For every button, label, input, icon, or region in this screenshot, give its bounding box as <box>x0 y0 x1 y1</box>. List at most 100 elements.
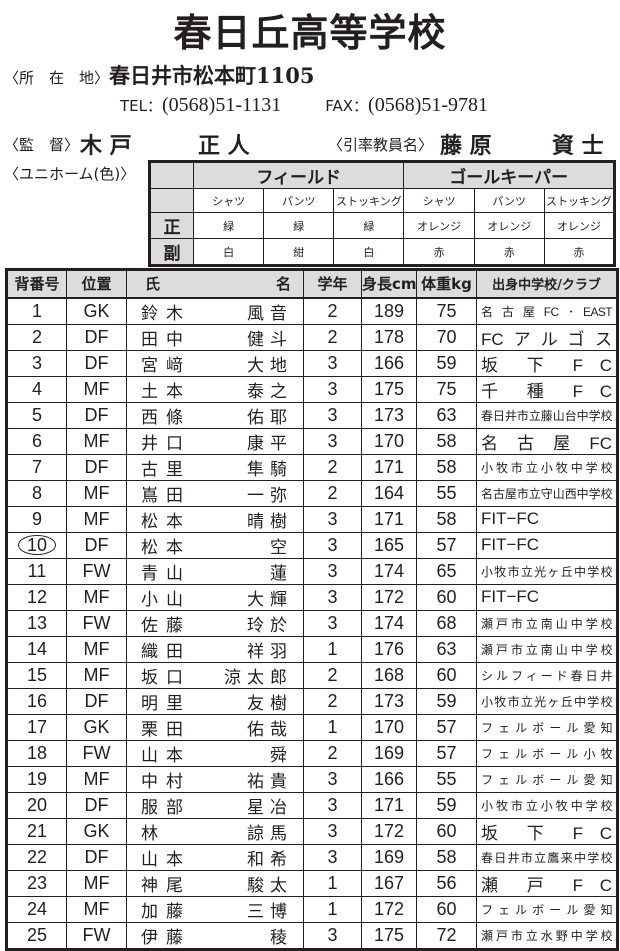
player-number: 5 <box>6 401 67 429</box>
player-name: 土本 泰之 <box>126 375 304 403</box>
table-row: 6 MF 井口 康平 3 170 58 名古屋FC <box>6 427 618 455</box>
player-name: 松本 晴樹 <box>126 505 304 533</box>
header-name-family: 氏 <box>145 275 161 294</box>
uniform-item-header: シャツ <box>403 188 475 213</box>
player-height: 171 <box>361 505 417 533</box>
player-height: 170 <box>361 713 417 741</box>
fax-label: FAX： <box>325 97 369 115</box>
uniform-table: フィールド ゴールキーパー シャツ パンツ ストッキング シャツ パンツ ストッキング 正… <box>148 160 616 267</box>
player-position: FW <box>66 557 127 585</box>
player-name: 松本 空 <box>126 531 304 559</box>
player-position: MF <box>66 765 127 793</box>
player-name: 佐藤 玲於 <box>126 609 304 637</box>
player-name: 坂口 涼太郎 <box>126 661 304 689</box>
player-position: MF <box>66 869 127 897</box>
player-position: MF <box>66 583 127 611</box>
player-name: 加藤 三博 <box>126 895 304 923</box>
player-grade: 3 <box>303 375 362 403</box>
player-weight: 58 <box>416 427 477 455</box>
player-club: FIT−FC <box>476 583 618 611</box>
roster-header-row: 背番号 位置 氏名 学年 身長cm 体重kg 出身中学校/クラブ <box>6 269 618 299</box>
header-name: 氏名 <box>126 269 304 299</box>
player-given-name: 稜 <box>270 927 293 947</box>
player-position: DF <box>66 323 127 351</box>
player-number: 23 <box>6 869 67 897</box>
tel-value: (0568)51-1131 <box>162 94 282 116</box>
fax-value: (0568)51-9781 <box>368 94 489 116</box>
player-weight: 58 <box>416 453 477 481</box>
player-grade: 3 <box>303 505 362 533</box>
player-family-name: 松本 <box>141 537 191 557</box>
player-position: DF <box>66 791 127 819</box>
player-weight: 72 <box>416 921 477 950</box>
captain-number: 10 <box>17 534 57 555</box>
player-club: 小牧市立小牧中学校 <box>476 791 618 819</box>
player-club: フェルボール愛知 <box>476 895 618 923</box>
player-grade: 3 <box>303 843 362 871</box>
player-given-name: 涼太郎 <box>224 667 293 687</box>
uniform-row: 副白紺白赤赤赤 <box>149 238 616 266</box>
player-number: 18 <box>6 739 67 767</box>
player-family-name: 佐藤 <box>141 615 191 635</box>
player-number: 17 <box>6 713 67 741</box>
address-line: 〈所 在 地〉 春日井市松本町1105 <box>4 60 314 90</box>
player-weight: 60 <box>416 583 477 611</box>
player-position: GK <box>66 297 127 325</box>
player-number: 12 <box>6 583 67 611</box>
player-number-text: 25 <box>26 924 48 945</box>
player-number: 21 <box>6 817 67 845</box>
player-number-text: 23 <box>26 872 48 893</box>
player-family-name: 鈴木 <box>141 303 191 323</box>
player-height: 176 <box>361 635 417 663</box>
player-weight: 57 <box>416 739 477 767</box>
player-name: 伊藤 稜 <box>126 921 304 950</box>
player-number: 7 <box>6 453 67 481</box>
player-height: 169 <box>361 843 417 871</box>
player-number-text: 21 <box>26 820 48 841</box>
player-number: 15 <box>6 661 67 689</box>
school-title: 春日丘高等学校 <box>173 11 447 55</box>
player-height: 169 <box>361 739 417 767</box>
player-club: 坂 下 F C <box>476 349 618 377</box>
player-position: MF <box>66 661 127 689</box>
uniform-color: 赤 <box>473 238 545 266</box>
player-grade: 1 <box>303 895 362 923</box>
table-row: 12 MF 小山 大輝 3 172 60 FIT−FC <box>6 583 618 611</box>
player-club: 瀬 戸 F C <box>476 869 618 897</box>
player-position: DF <box>66 401 127 429</box>
player-given-name: 隼騎 <box>247 459 293 479</box>
uniform-color: 赤 <box>543 238 616 266</box>
player-number-text: 15 <box>26 664 48 685</box>
player-number: 14 <box>6 635 67 663</box>
player-family-name: 服部 <box>141 797 191 817</box>
player-name: 青山 蓮 <box>126 557 304 585</box>
player-number-text: 7 <box>31 456 42 477</box>
player-grade: 2 <box>303 297 362 325</box>
player-number-text: 14 <box>26 638 48 659</box>
player-position: MF <box>66 895 127 923</box>
uniform-row-label: 副 <box>149 238 194 266</box>
table-row: 2 DF 田中 健斗 2 178 70 FCアルゴス <box>6 323 618 351</box>
player-given-name: 佑耶 <box>247 407 293 427</box>
player-weight: 58 <box>416 505 477 533</box>
player-number-text: 4 <box>31 378 42 399</box>
player-given-name: 星冶 <box>247 797 293 817</box>
player-weight: 60 <box>416 895 477 923</box>
player-given-name: 祥羽 <box>247 641 293 661</box>
player-number-text: 18 <box>26 742 48 763</box>
player-name: 田中 健斗 <box>126 323 304 351</box>
player-club: フェルボール愛知 <box>476 765 618 793</box>
player-club: 春日井市立鷹来中学校 <box>476 843 618 871</box>
uniform-color: オレンジ <box>403 212 475 239</box>
player-grade: 3 <box>303 583 362 611</box>
player-weight: 56 <box>416 869 477 897</box>
player-weight: 60 <box>416 817 477 845</box>
player-club: 春日井市立藤山台中学校 <box>476 401 618 429</box>
table-row: 19 MF 中村 祐貴 3 166 55 フェルボール愛知 <box>6 765 618 793</box>
player-family-name: 明里 <box>141 693 191 713</box>
player-family-name: 山本 <box>141 849 191 869</box>
coach-given: 正 人 <box>198 133 250 159</box>
player-number: 22 <box>6 843 67 871</box>
player-position: FW <box>66 609 127 637</box>
teacher-family: 藤 原 <box>440 133 492 159</box>
